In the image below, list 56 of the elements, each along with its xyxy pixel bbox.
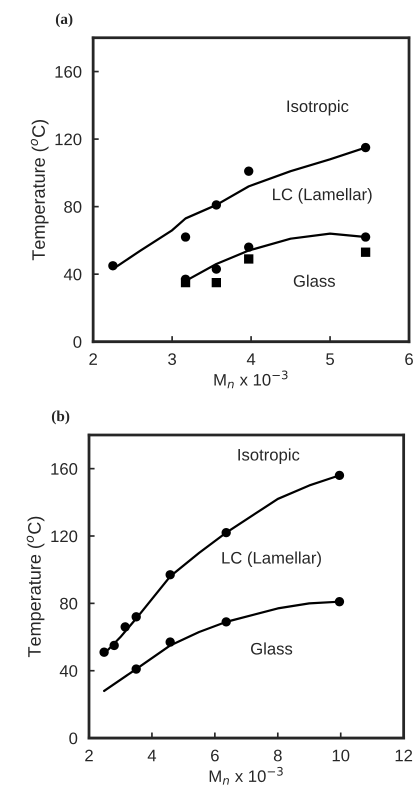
- x-axis-title: M$_{n}$ x 10$^{−3}$: [214, 370, 288, 388]
- point: [360, 232, 370, 242]
- point: [180, 232, 190, 242]
- point: [108, 261, 118, 270]
- y-tick-label: 80: [64, 201, 82, 213]
- x-tick-label: 2: [85, 750, 93, 762]
- y-tick-label: 160: [56, 66, 82, 78]
- point: [99, 648, 109, 657]
- point: [360, 142, 370, 152]
- point: [244, 254, 254, 264]
- x-tick-label: 4: [148, 750, 156, 762]
- point: [244, 242, 254, 252]
- y-axis-title: Temperature ($^{o}$C): [30, 120, 49, 260]
- annotation: Isotropic: [238, 448, 300, 464]
- point: [110, 640, 119, 650]
- y-tick-label: 0: [69, 732, 78, 744]
- y-tick-label: 40: [60, 665, 78, 677]
- x-tick-label: 12: [396, 750, 412, 762]
- point: [360, 248, 370, 257]
- point: [132, 612, 141, 622]
- annotation: LC (Lamellar): [273, 188, 372, 204]
- y-tick-label: 120: [51, 530, 78, 542]
- annotation: Glass: [251, 642, 292, 655]
- x-tick-label: 5: [326, 353, 334, 366]
- annotation: Glass: [294, 274, 335, 287]
- x-tick-label: 2: [89, 353, 97, 365]
- point: [334, 597, 344, 606]
- annotation: Isotropic: [287, 100, 348, 116]
- x-tick-label: 6: [211, 750, 219, 762]
- point: [212, 278, 222, 288]
- y-tick-label: 80: [60, 598, 78, 610]
- x-tick-label: 3: [168, 353, 176, 366]
- chart-title: (b): [52, 410, 70, 424]
- y-tick-label: 40: [64, 268, 82, 280]
- y-tick-label: 0: [73, 336, 82, 348]
- point: [166, 570, 175, 580]
- x-axis-title: M$_{n}$ x 10$^{−3}$: [210, 766, 283, 785]
- point: [212, 264, 222, 274]
- chart-title: (a): [56, 13, 72, 28]
- x-tick-label: 6: [405, 353, 413, 366]
- point: [120, 622, 130, 632]
- point: [212, 200, 222, 210]
- x-tick-label: 10: [332, 750, 350, 762]
- point: [132, 664, 141, 674]
- x-tick-label: 4: [246, 353, 256, 365]
- point: [222, 617, 231, 627]
- point: [180, 278, 190, 288]
- annotation: LC (Lamellar): [222, 551, 321, 567]
- y-axis-title: Temperature ($^{o}$C): [26, 516, 44, 658]
- y-tick-label: 120: [56, 133, 82, 146]
- point: [166, 637, 175, 647]
- point: [244, 166, 254, 176]
- y-tick-label: 160: [51, 463, 78, 475]
- point: [334, 470, 344, 480]
- point: [222, 528, 231, 538]
- x-tick-label: 8: [274, 750, 282, 762]
